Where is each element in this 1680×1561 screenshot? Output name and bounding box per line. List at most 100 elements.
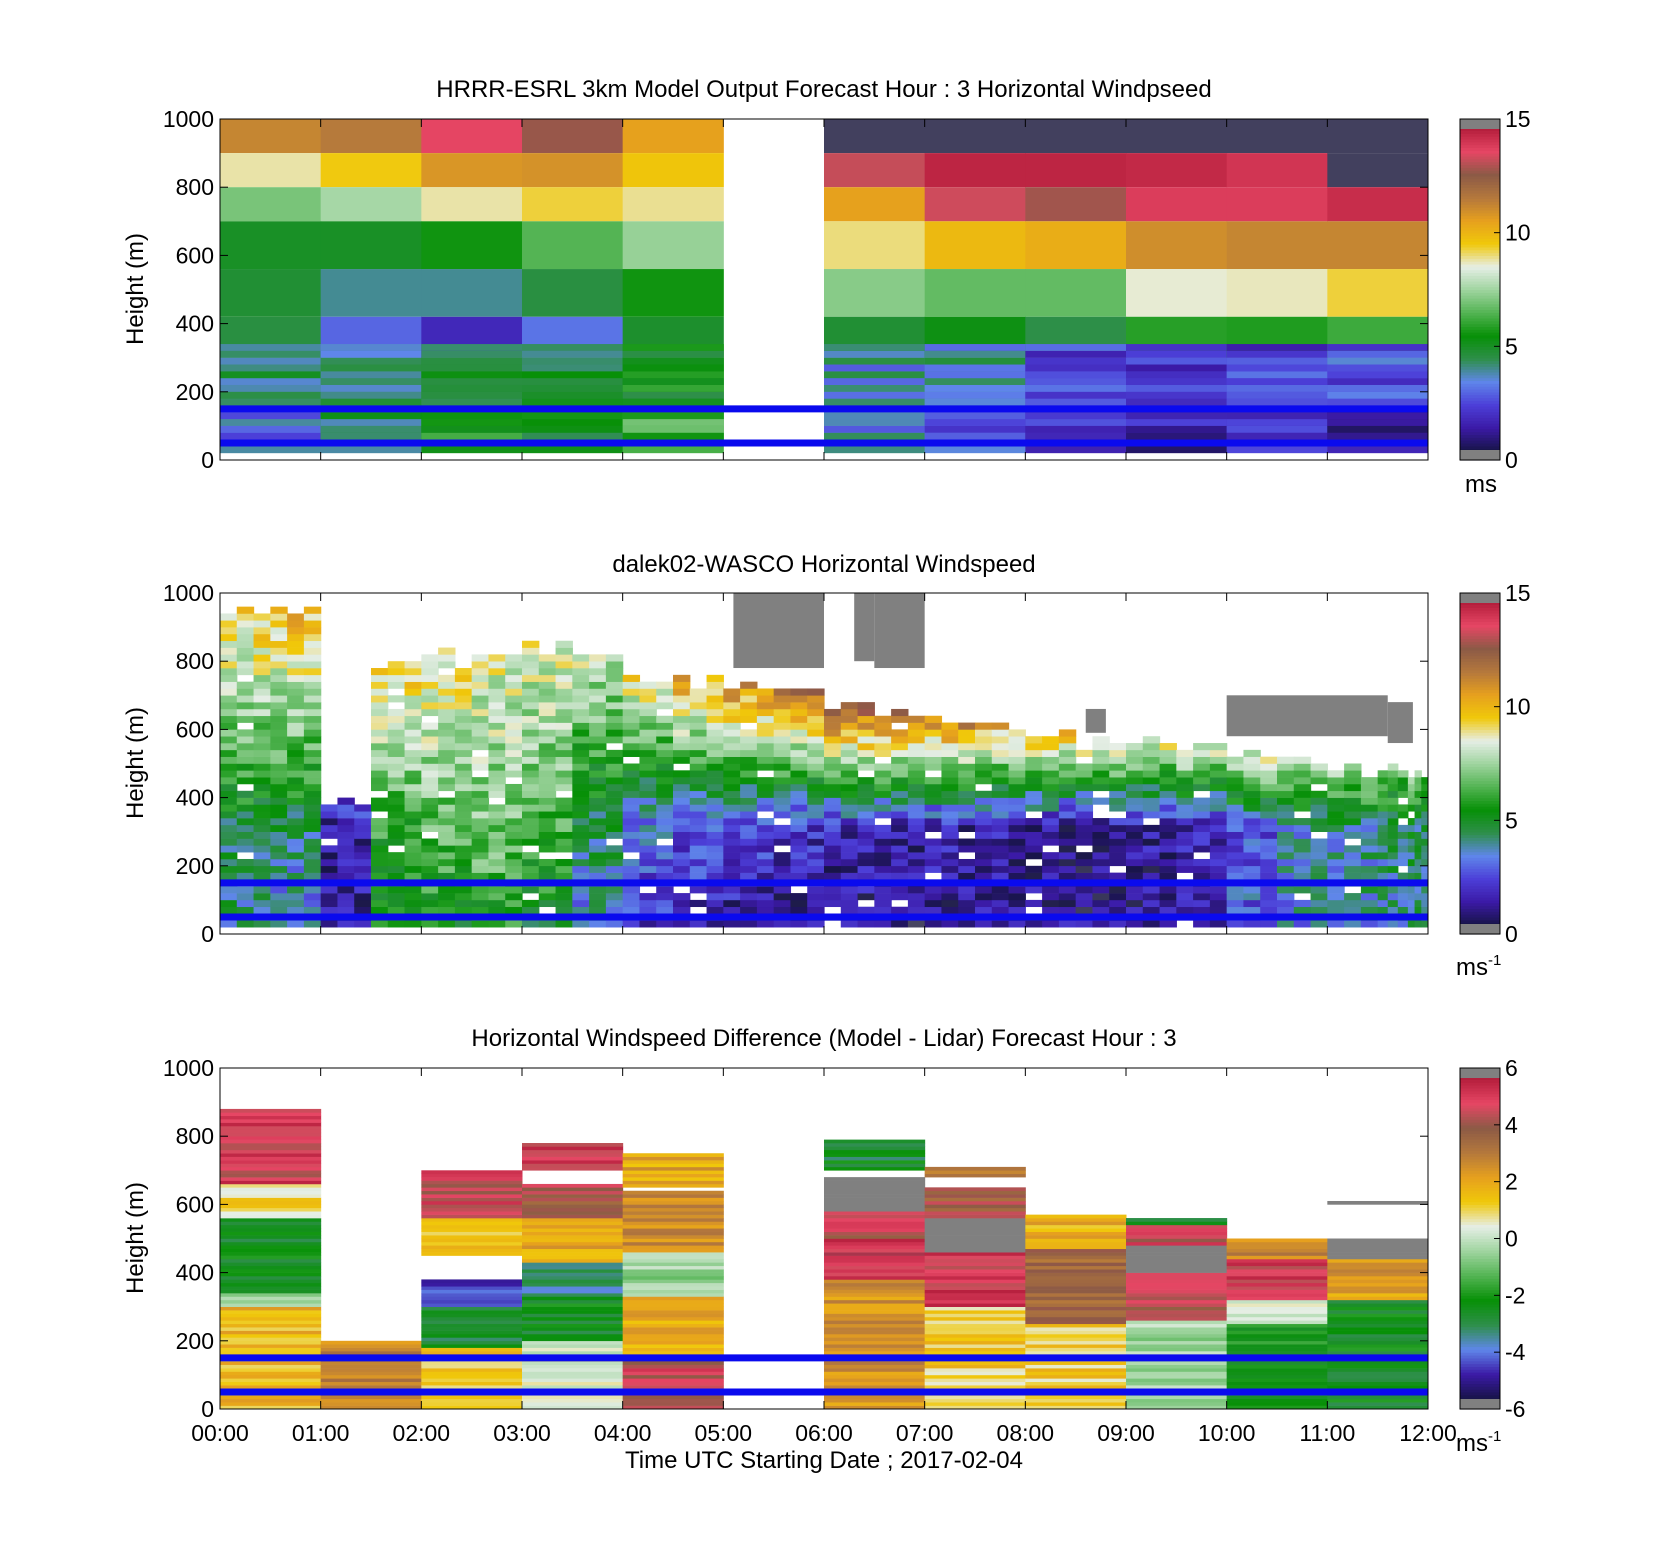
lidar-cell bbox=[236, 770, 255, 778]
diff-cell bbox=[622, 1306, 724, 1311]
lidar-cell bbox=[454, 865, 473, 873]
lidar-cell bbox=[387, 749, 406, 757]
diff-cell bbox=[924, 1204, 1026, 1209]
diff-cell bbox=[522, 1166, 624, 1171]
diff-cell bbox=[522, 1310, 624, 1314]
lidar-cell bbox=[1008, 804, 1026, 812]
lidar-cell bbox=[673, 749, 691, 757]
lidar-cell bbox=[622, 770, 641, 778]
lidar-cell bbox=[857, 783, 875, 792]
diff-cell bbox=[220, 1272, 322, 1277]
lidar-cell bbox=[857, 729, 875, 737]
lidar-cell bbox=[522, 708, 540, 717]
colorbar-swatch bbox=[1460, 1107, 1500, 1112]
lidar-cell bbox=[505, 831, 523, 839]
diff-cell bbox=[924, 1296, 1026, 1301]
diff-cell bbox=[1126, 1299, 1228, 1304]
lidar-cell bbox=[253, 743, 271, 751]
colorbar-swatch bbox=[1460, 1068, 1500, 1078]
panel-3-overlay-lines bbox=[220, 1354, 1428, 1396]
lidar-cell bbox=[303, 777, 322, 785]
lidar-cell bbox=[958, 763, 976, 771]
lidar-cell bbox=[941, 872, 959, 880]
model-cell bbox=[320, 269, 422, 317]
colorbar-swatch bbox=[1460, 1241, 1500, 1245]
lidar-cell bbox=[824, 729, 842, 737]
lidar-cell bbox=[605, 674, 624, 682]
lidar-cell bbox=[253, 688, 271, 696]
lidar-cell bbox=[1397, 906, 1409, 914]
lidar-cell bbox=[1277, 763, 1295, 771]
lidar-cell bbox=[605, 702, 624, 710]
diff-cell bbox=[1327, 1368, 1428, 1372]
lidar-cell bbox=[840, 852, 859, 860]
colorbar-swatch bbox=[1460, 258, 1500, 262]
lidar-cell bbox=[522, 729, 540, 737]
lidar-cell bbox=[220, 736, 238, 744]
colorbar-swatch bbox=[1460, 363, 1500, 367]
lidar-cell bbox=[538, 824, 557, 832]
lidar-cell bbox=[1344, 906, 1362, 914]
lidar-cell bbox=[505, 681, 523, 689]
lidar-cell bbox=[1142, 797, 1161, 805]
lidar-cell bbox=[1327, 818, 1345, 826]
lidar-cell bbox=[1075, 920, 1094, 928]
diff-cell bbox=[1327, 1238, 1428, 1243]
diff-cell bbox=[824, 1327, 926, 1331]
diff-cell bbox=[1226, 1316, 1328, 1321]
lidar-cell bbox=[1327, 845, 1345, 853]
lidar-cell bbox=[454, 899, 473, 908]
diff-cell bbox=[622, 1245, 724, 1250]
diff-cell bbox=[1025, 1245, 1127, 1250]
lidar-cell bbox=[740, 715, 758, 723]
lidar-cell bbox=[622, 906, 641, 914]
lidar-cell bbox=[253, 777, 271, 785]
lidar-cell bbox=[454, 681, 473, 689]
lidar-cell bbox=[220, 852, 238, 860]
colorbar-swatch bbox=[1460, 831, 1500, 836]
diff-cell bbox=[622, 1282, 724, 1287]
lidar-cell bbox=[1407, 852, 1416, 860]
lidar-cell bbox=[253, 722, 271, 730]
lidar-cell bbox=[1243, 865, 1261, 873]
colorbar-swatch bbox=[1460, 215, 1500, 220]
lidar-cell bbox=[723, 743, 741, 751]
lidar-cell bbox=[454, 702, 473, 710]
diff-cell bbox=[1327, 1385, 1428, 1389]
y-tick-label: 600 bbox=[176, 716, 214, 742]
lidar-cell bbox=[824, 722, 842, 730]
lidar-cell bbox=[656, 736, 674, 744]
lidar-cell bbox=[1142, 770, 1161, 778]
colorbar-swatch bbox=[1460, 635, 1500, 640]
lidar-cell bbox=[404, 811, 422, 819]
colorbar-swatch bbox=[1460, 1082, 1500, 1086]
lidar-cell bbox=[522, 811, 540, 819]
diff-cell bbox=[1126, 1371, 1228, 1376]
lidar-cell bbox=[740, 708, 758, 717]
diff-cell bbox=[220, 1139, 322, 1144]
diff-cell bbox=[220, 1231, 322, 1236]
lidar-cell bbox=[991, 845, 1010, 853]
lidar-cell bbox=[387, 729, 406, 737]
lidar-cell bbox=[773, 852, 792, 860]
lidar-cell bbox=[756, 743, 775, 751]
lidar-cell bbox=[572, 838, 590, 846]
diff-cell bbox=[421, 1221, 523, 1226]
lidar-cell bbox=[1142, 872, 1161, 880]
colorbar-swatch bbox=[1460, 1298, 1500, 1302]
lidar-cell bbox=[1327, 886, 1345, 894]
diff-cell bbox=[1226, 1303, 1328, 1307]
diff-cell bbox=[824, 1156, 926, 1161]
diff-cell bbox=[421, 1170, 523, 1175]
lidar-cell bbox=[807, 743, 825, 751]
diff-cell bbox=[1327, 1313, 1428, 1318]
lidar-cell bbox=[1344, 797, 1362, 805]
lidar-cell bbox=[236, 702, 255, 710]
lidar-cell bbox=[639, 893, 657, 901]
colorbar-swatch bbox=[1460, 746, 1500, 750]
lidar-cell bbox=[840, 858, 859, 867]
lidar-cell bbox=[337, 858, 355, 867]
lidar-cell bbox=[1310, 858, 1328, 867]
colorbar-swatch bbox=[1460, 292, 1500, 296]
diff-cell bbox=[220, 1258, 322, 1263]
